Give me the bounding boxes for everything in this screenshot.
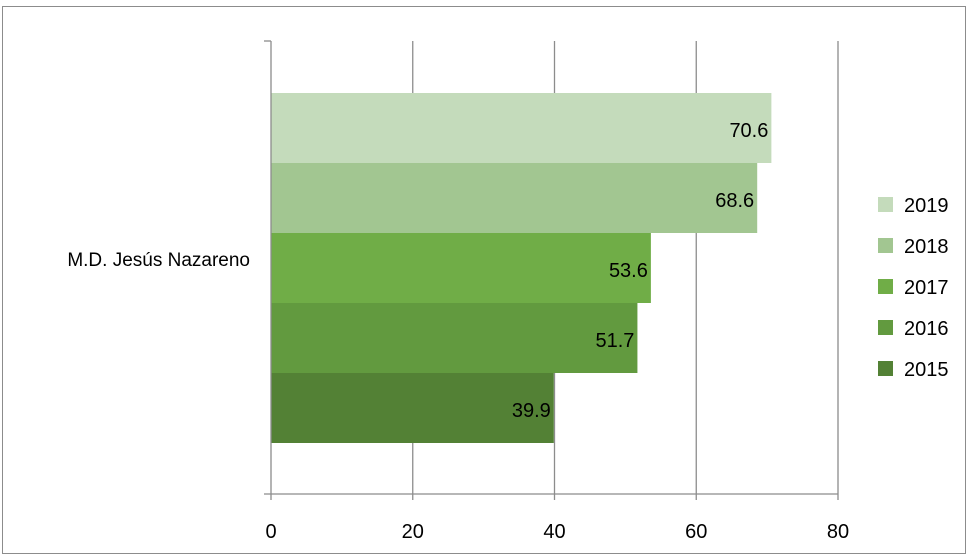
legend-swatch-2019 [878,197,893,212]
axes [264,40,839,500]
data-label-2016: 51.7 [595,330,634,352]
legend-label-2016: 2016 [904,318,949,340]
bar-2018 [271,163,758,233]
x-tick-label: 0 [265,521,276,543]
bar-2019 [271,93,772,163]
bar-2015 [271,373,554,443]
bar-2017 [271,233,651,303]
x-tick-label: 40 [543,521,565,543]
legend-swatch-2016 [878,320,893,335]
labels: 0 20 40 60 80 70.6 68.6 53.6 51.7 39.9 M.D. Jesús … [67,120,849,543]
data-label-2018: 68.6 [715,190,754,212]
data-label-2015: 39.9 [512,400,551,422]
legend-swatch-2017 [878,279,893,294]
category-label: M.D. Jesús Nazareno [67,250,250,271]
legend-label-2018: 2018 [904,236,949,258]
data-label-2019: 70.6 [729,120,768,142]
x-tick-label: 20 [402,521,424,543]
data-label-2017: 53.6 [609,260,648,282]
x-tick-label: 80 [827,521,849,543]
legend-label-2019: 2019 [904,195,949,217]
x-tick-label: 60 [685,521,707,543]
legend-label-2017: 2017 [904,277,949,299]
legend-swatch-2018 [878,238,893,253]
legend-label-2015: 2015 [904,359,949,381]
legend-swatch-2015 [878,361,893,376]
bar-2016 [271,303,638,373]
legend: 2019 2018 2017 2016 2015 [878,195,949,381]
bars [271,93,772,443]
